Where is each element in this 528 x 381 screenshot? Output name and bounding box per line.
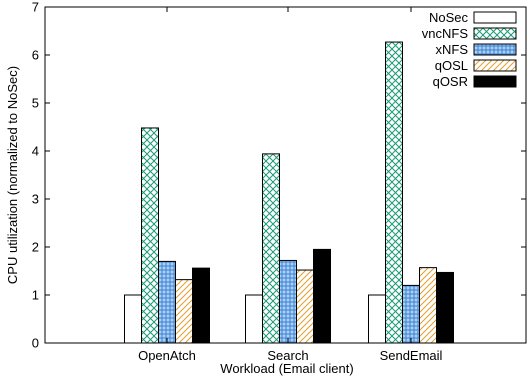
bar-vncnfs-openatch: [141, 127, 159, 344]
y-tick-label: 3: [32, 192, 39, 207]
legend-swatch-nosec: [473, 11, 517, 24]
bar-qosr-search: [313, 248, 331, 344]
legend-label-nosec: NoSec: [429, 10, 469, 25]
x-tick-label: SendEmail: [380, 348, 443, 363]
bar-vncnfs-sendemail: [385, 41, 403, 344]
plot-area: [124, 41, 454, 344]
bar-qosl-sendemail: [419, 267, 437, 344]
bar-nosec-sendemail: [368, 294, 386, 344]
bar-nosec-search: [245, 294, 263, 344]
bar-xnfs-sendemail: [402, 284, 420, 344]
bar-xnfs-search: [279, 259, 297, 344]
legend-swatch-qosr: [473, 75, 517, 88]
y-tick-label: 1: [32, 288, 39, 303]
bar-xnfs-openatch: [158, 260, 176, 344]
legend-label-qosr: qOSR: [433, 74, 468, 89]
axes: CPU utilization (normalized to NoSec) Wo…: [5, 0, 527, 376]
legend-label-vncnfs: vncNFS: [422, 26, 469, 41]
y-axis-label: CPU utilization (normalized to NoSec): [5, 66, 20, 284]
legend-swatch-xnfs: [473, 43, 517, 56]
plot-frame: [44, 6, 527, 344]
x-tick-label: Search: [267, 348, 308, 363]
y-tick-label: 7: [32, 0, 39, 15]
y-tick-label: 4: [32, 144, 39, 159]
bar-vncnfs-search: [262, 153, 280, 344]
legend-label-xnfs: xNFS: [436, 42, 469, 57]
bar-qosr-openatch: [192, 267, 210, 344]
y-tick-label: 2: [32, 240, 39, 255]
bar-qosl-openatch: [175, 279, 193, 344]
legend-label-qosl: qOSL: [435, 58, 468, 73]
y-tick-label: 0: [32, 336, 39, 351]
legend-swatch-vncnfs: [473, 27, 517, 40]
y-tick-label: 6: [32, 48, 39, 63]
bar-qosr-sendemail: [436, 271, 454, 344]
x-tick-label: OpenAtch: [138, 348, 196, 363]
x-axis-label: Workload (Email client): [220, 361, 353, 376]
bar-qosl-search: [296, 269, 314, 344]
bar-nosec-openatch: [124, 294, 142, 344]
y-tick-label: 5: [32, 96, 39, 111]
legend-swatch-qosl: [473, 59, 517, 72]
